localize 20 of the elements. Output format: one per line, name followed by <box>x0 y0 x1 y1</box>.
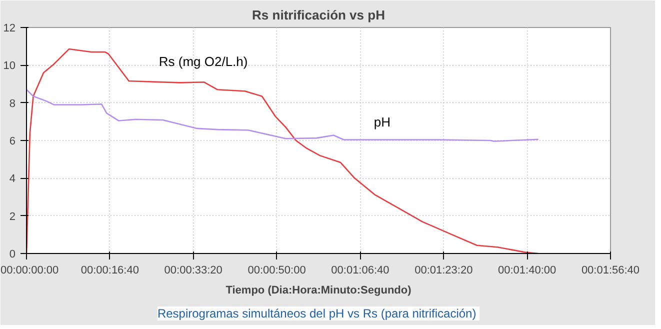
y-tick-label: 12 <box>3 22 16 34</box>
x-axis-title: Tiempo (Dia:Hora:Minuto:Segundo) <box>226 284 412 296</box>
x-tick-label: 00:01:06:40 <box>331 264 390 276</box>
series-label: Rs (mg O2/L.h) <box>158 54 248 69</box>
x-tick-label: 00:00:16:40 <box>80 264 139 276</box>
x-tick-label: 00:00:00:00 <box>0 264 59 276</box>
y-tick-label: 10 <box>3 60 16 72</box>
x-tick-label: 00:01:40:00 <box>498 264 556 276</box>
x-tick-label: 00:00:33:20 <box>164 264 222 276</box>
y-tick-label: 4 <box>9 173 16 186</box>
y-tick-label: 0 <box>9 248 16 260</box>
chart-title: Rs nitrificación vs pH <box>252 8 385 22</box>
y-tick-label: 6 <box>9 136 16 148</box>
series-label: pH <box>374 114 390 130</box>
x-tick-label: 00:01:56:40 <box>581 264 640 276</box>
y-tick-label: 8 <box>9 98 16 110</box>
y-tick-label: 2 <box>9 210 16 223</box>
text: Respirogramas simultáneos del pH vs Rs (para nitrificación) <box>157 306 476 320</box>
x-tick-label: 00:01:23:20 <box>414 264 473 276</box>
x-tick-label: 00:00:50:00 <box>248 264 306 276</box>
